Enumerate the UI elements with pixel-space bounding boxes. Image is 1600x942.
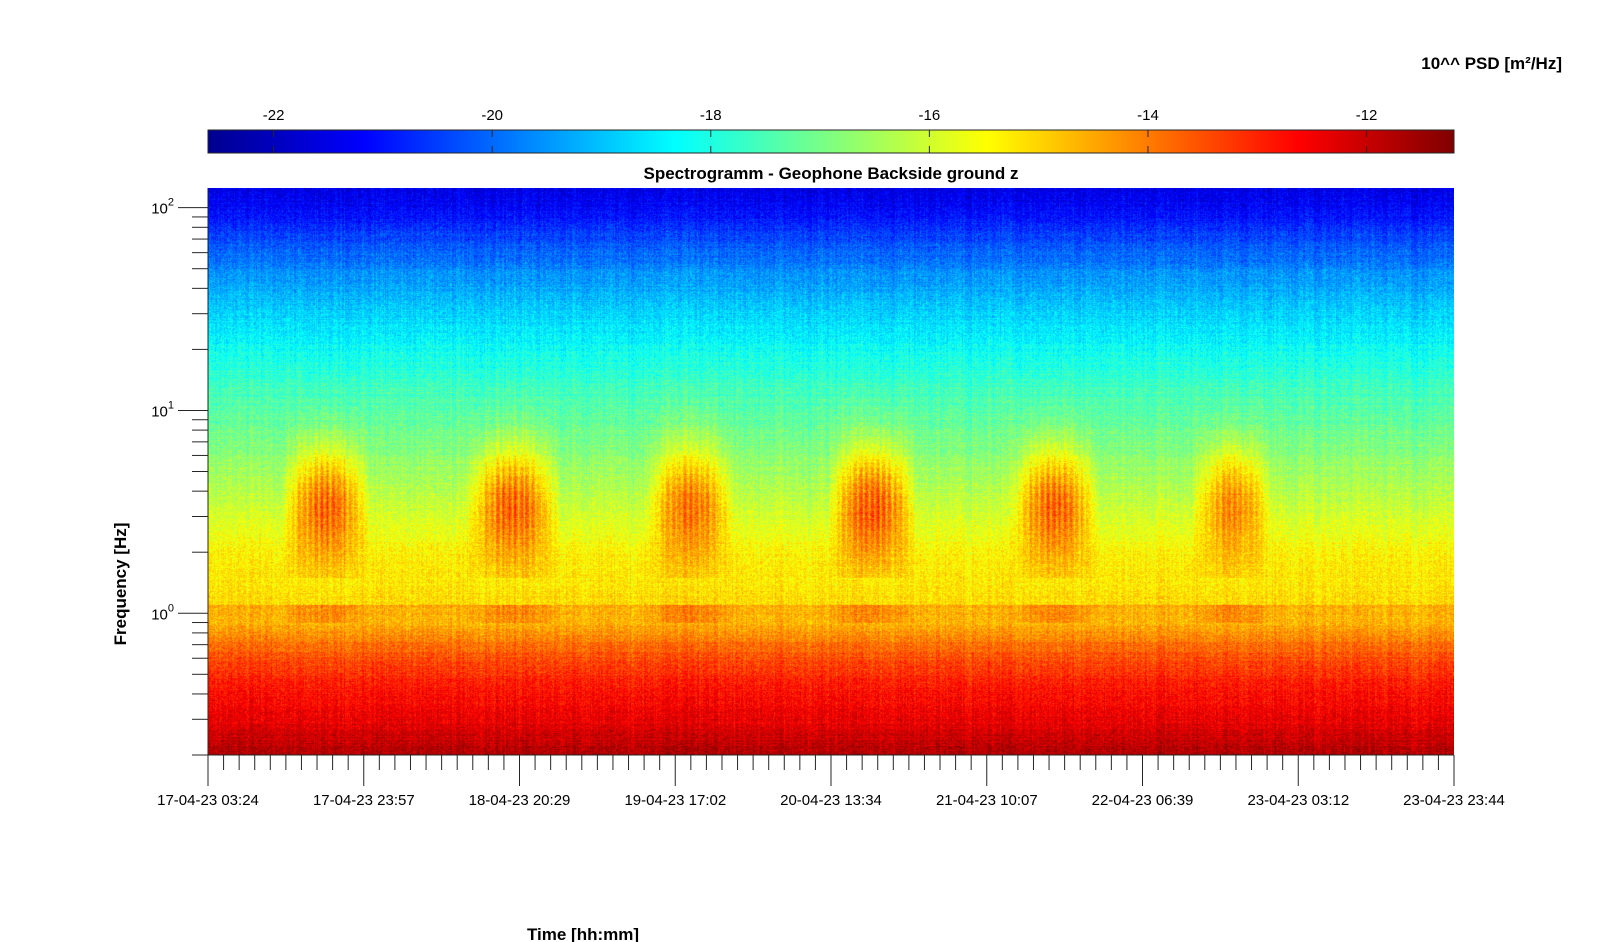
spectrogram-heatmap <box>208 188 1454 755</box>
colorbar-tick-label: -12 <box>1356 107 1378 124</box>
x-tick-label: 22-04-23 06:39 <box>1092 792 1194 809</box>
x-axis-label: Time [hh:mm] <box>527 925 639 942</box>
colorbar-tick-label: -16 <box>919 107 941 124</box>
colorbar-tick-label: -22 <box>263 107 285 124</box>
y-tick-exponent: 1 <box>168 399 174 411</box>
x-tick-label: 21-04-23 10:07 <box>936 792 1038 809</box>
x-tick-label: 23-04-23 23:44 <box>1403 792 1505 809</box>
x-tick-label: 18-04-23 20:29 <box>469 792 571 809</box>
colorbar-tick-label: -14 <box>1137 107 1159 124</box>
spectrogram-plot-area <box>208 188 1454 755</box>
y-tick-label: 100 <box>151 602 174 623</box>
colorbar-gradient <box>207 129 1455 154</box>
colorbar-label: 10^^ PSD [m²/Hz] <box>1421 54 1562 73</box>
x-tick-label: 23-04-23 03:12 <box>1247 792 1349 809</box>
y-tick-base: 10 <box>151 606 168 623</box>
colorbar: -22 -20 -18 -16 -14 -12 <box>207 107 1455 154</box>
y-tick-base: 10 <box>151 201 168 218</box>
x-tick-label: 20-04-23 13:34 <box>780 792 882 809</box>
x-axis: 17-04-23 03:24 17-04-23 23:57 18-04-23 20:… <box>157 754 1505 809</box>
y-tick-label: 101 <box>151 399 174 420</box>
colorbar-tick-label: -18 <box>700 107 722 124</box>
y-tick-label: 102 <box>151 197 174 218</box>
y-axis-label: Frequency [Hz] <box>111 523 130 646</box>
colorbar-tick-label: -20 <box>481 107 503 124</box>
chart-title: Spectrogramm - Geophone Backside ground … <box>643 164 1018 183</box>
x-tick-label: 19-04-23 17:02 <box>624 792 726 809</box>
x-tick-label: 17-04-23 23:57 <box>313 792 415 809</box>
colorbar-ticks: -22 -20 -18 -16 -14 -12 <box>263 107 1378 153</box>
y-tick-exponent: 0 <box>168 602 174 614</box>
y-tick-exponent: 2 <box>168 197 174 209</box>
y-tick-base: 10 <box>151 403 168 420</box>
x-tick-label: 17-04-23 03:24 <box>157 792 259 809</box>
